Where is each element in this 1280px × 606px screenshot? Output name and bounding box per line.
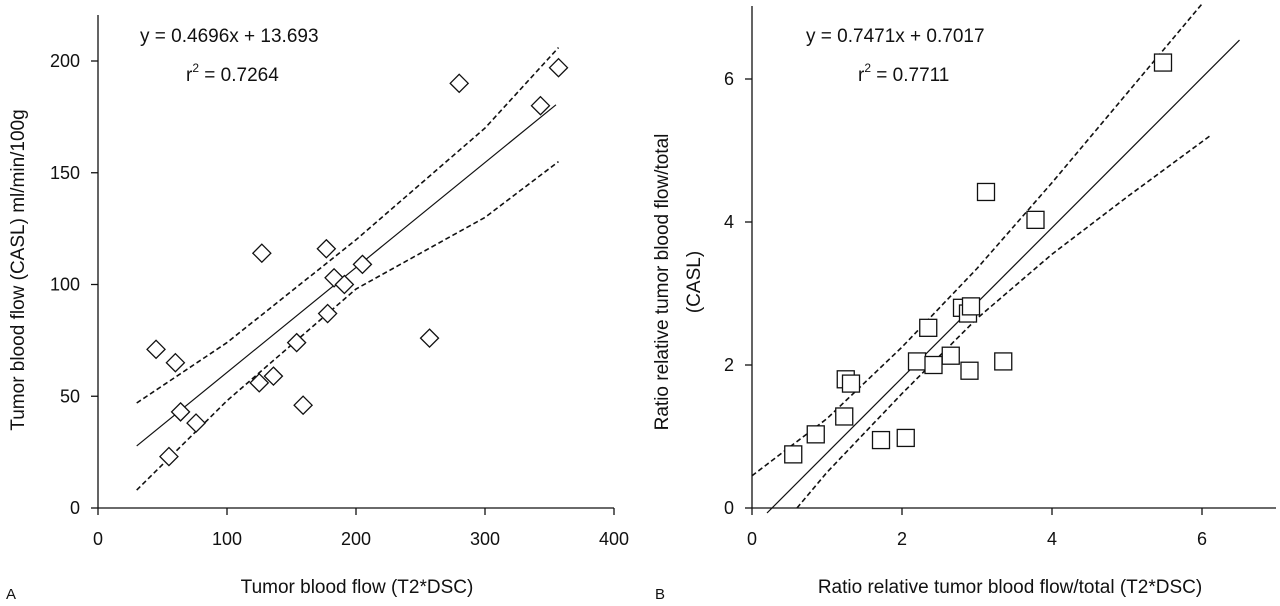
data-point-diamond: [352, 254, 373, 275]
data-point-square: [924, 355, 943, 375]
confidence-band-upper: [751, 3, 1203, 477]
y-tick-label: 0: [70, 498, 80, 518]
y-tick-label: 0: [724, 498, 734, 518]
data-point-square: [835, 407, 854, 426]
panel-a-y-axis-label: Tumor blood flow (CASL) ml/min/100g: [8, 109, 29, 430]
data-point-square: [994, 352, 1013, 371]
data-point-square: [919, 318, 938, 337]
data-point-diamond: [165, 352, 186, 373]
y-tick-label: 2: [724, 355, 734, 375]
y-tick-label: 50: [60, 386, 80, 406]
panel-b: 0 2 4 6 0 2 4 6 y = 0.7471x + 0.7017 r2 = 0.771…: [652, 3, 1276, 603]
panel-b-regression: [766, 39, 1240, 514]
data-point-diamond: [548, 57, 569, 78]
data-point-square: [784, 445, 803, 464]
confidence-band-lower: [136, 160, 559, 491]
data-point-diamond: [263, 366, 284, 387]
data-point-diamond: [251, 243, 272, 264]
x-tick-label: 4: [1047, 529, 1057, 549]
x-tick-label: 2: [897, 529, 907, 549]
panel-b-points: [784, 53, 1173, 464]
panel-b-confidence-band: [751, 3, 1210, 509]
panel-b-x-axis-label: Ratio relative tumor blood flow/total (T…: [818, 577, 1202, 598]
data-point-square: [941, 346, 960, 365]
y-tick-label: 150: [50, 163, 80, 183]
data-point-square: [1026, 210, 1045, 230]
data-point-diamond: [334, 274, 355, 295]
data-point-square: [896, 428, 915, 448]
panel-a-r-squared: r2 = 0.7264: [186, 61, 279, 86]
panel-a-axes: 0 100 200 300 400 0 50 100 150 200: [50, 15, 629, 549]
confidence-band-upper: [136, 47, 560, 404]
data-point-diamond: [186, 413, 206, 433]
x-tick-label: 100: [212, 529, 242, 549]
data-point-square: [871, 430, 891, 450]
regression-line: [766, 39, 1240, 514]
x-tick-label: 400: [599, 529, 629, 549]
data-point-square: [960, 361, 979, 380]
y-tick-label: 6: [724, 69, 734, 89]
data-point-diamond: [159, 446, 179, 467]
data-point-diamond: [317, 303, 338, 324]
y-tick-label: 200: [50, 51, 80, 71]
panel-a-equation: y = 0.4696x + 13.693: [140, 26, 319, 47]
panel-a-points: [146, 57, 569, 467]
x-tick-label: 0: [747, 529, 757, 549]
data-point-diamond: [293, 395, 314, 416]
panel-a-label: A: [6, 586, 16, 603]
data-point-diamond: [530, 95, 551, 116]
panel-b-y-axis-label-line2: (CASL): [684, 251, 705, 313]
y-tick-label: 4: [724, 212, 734, 232]
data-point-diamond: [419, 328, 440, 349]
data-point-diamond: [449, 73, 470, 94]
x-tick-label: 300: [470, 529, 500, 549]
x-tick-label: 200: [341, 529, 371, 549]
data-point-diamond: [316, 238, 337, 259]
data-point-square: [806, 425, 825, 444]
regression-line: [136, 104, 557, 447]
confidence-band-lower: [796, 135, 1210, 509]
panel-a-x-axis-label: Tumor blood flow (T2*DSC): [241, 577, 474, 598]
panel-b-r-squared: r2 = 0.7711: [858, 61, 949, 86]
panel-a-regression: [136, 104, 557, 447]
data-point-square: [961, 297, 981, 316]
data-point-diamond: [146, 339, 166, 360]
data-point-square: [907, 352, 927, 371]
panel-b-label: B: [655, 586, 665, 603]
data-point-diamond: [170, 401, 191, 422]
panel-b-axes: 0 2 4 6 0 2 4 6: [724, 6, 1276, 549]
data-point-diamond: [249, 372, 270, 393]
x-tick-label: 6: [1197, 529, 1207, 549]
y-tick-label: 100: [50, 275, 80, 295]
data-point-square: [1153, 53, 1173, 72]
panel-b-equation: y = 0.7471x + 0.7017: [806, 26, 985, 47]
x-tick-label: 0: [93, 529, 103, 549]
panel-b-y-axis-label-line1: Ratio relative tumor blood flow/total: [652, 134, 673, 431]
data-point-diamond: [286, 332, 307, 353]
panel-a: 0 100 200 300 400 0 50 100 150 200 y = 0.4696x + …: [6, 15, 629, 603]
data-point-square: [976, 182, 996, 202]
data-point-square: [841, 374, 861, 393]
